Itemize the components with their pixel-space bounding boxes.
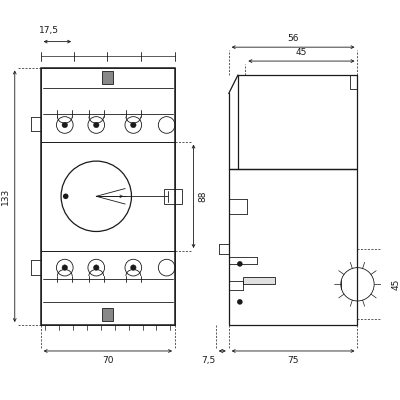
Circle shape [62,122,68,128]
Bar [350,75,358,89]
Bar [41,251,175,325]
Circle shape [94,265,99,270]
Text: 17,5: 17,5 [39,26,59,35]
Bar [41,142,175,251]
Bar [229,170,358,325]
Circle shape [62,265,68,270]
Text: 56: 56 [287,34,299,43]
Circle shape [63,194,68,199]
Text: 133: 133 [1,188,10,205]
Bar [41,68,175,325]
Bar [164,189,182,204]
Bar [243,277,275,284]
Circle shape [130,122,136,128]
Circle shape [237,299,243,305]
Bar [102,308,113,321]
Bar [238,75,358,170]
Circle shape [237,261,243,267]
Text: 75: 75 [287,356,299,365]
Text: 70: 70 [102,356,114,365]
Circle shape [94,122,99,128]
Bar [41,68,175,142]
Bar [102,71,113,84]
Circle shape [130,265,136,270]
Text: 45: 45 [296,48,307,57]
Text: 88: 88 [198,190,207,202]
Text: 45: 45 [392,279,400,290]
Text: 7,5: 7,5 [201,356,216,365]
